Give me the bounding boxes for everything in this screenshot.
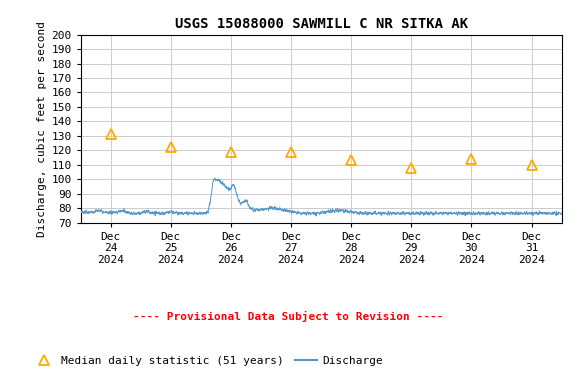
Text: ---- Provisional Data Subject to Revision ----: ---- Provisional Data Subject to Revisio… [132,311,444,322]
Title: USGS 15088000 SAWMILL C NR SITKA AK: USGS 15088000 SAWMILL C NR SITKA AK [175,17,468,31]
Legend: Median daily statistic (51 years), Discharge: Median daily statistic (51 years), Disch… [29,352,388,371]
Y-axis label: Discharge, cubic feet per second: Discharge, cubic feet per second [37,21,47,237]
